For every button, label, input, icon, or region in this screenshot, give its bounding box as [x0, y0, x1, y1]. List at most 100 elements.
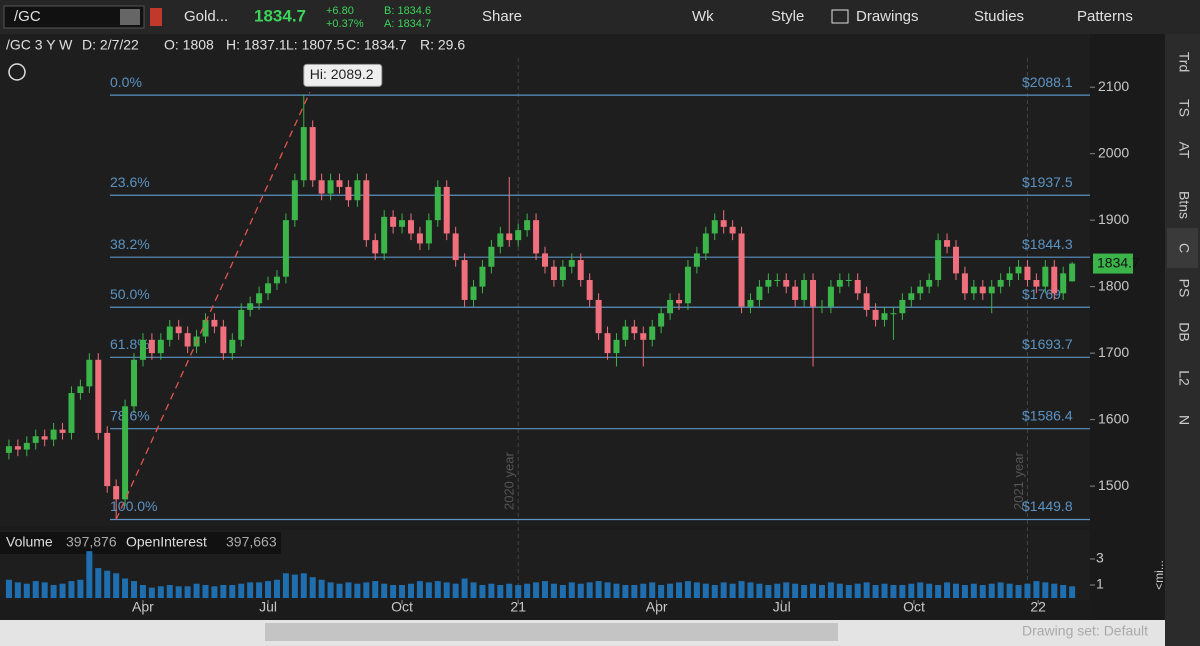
candle-body: [273, 276, 280, 284]
volume-bar: [327, 582, 334, 598]
candle-body: [756, 286, 763, 300]
fib-price: $1449.8: [1022, 498, 1073, 514]
info-field: C: 1834.7: [346, 37, 407, 53]
candle-body: [336, 180, 343, 187]
aggregation-button[interactable]: Wk: [692, 8, 714, 25]
volume-bar: [354, 583, 361, 598]
volume-bar: [407, 583, 414, 598]
candle-body: [139, 339, 146, 360]
volume-bar: [524, 583, 531, 598]
volume-bar: [166, 585, 173, 598]
symbol-box[interactable]: [3, 5, 145, 29]
candle-body: [282, 220, 289, 277]
candle-body: [497, 233, 504, 247]
volume-bar: [202, 585, 209, 598]
volume-bar: [122, 578, 129, 598]
candle-body: [595, 299, 602, 334]
candle-body: [1033, 280, 1040, 287]
candle-body: [390, 216, 397, 227]
sidebar-tab: DB: [1176, 322, 1192, 341]
candle-body: [952, 246, 959, 274]
candle-body: [970, 286, 977, 294]
volume-bar: [997, 582, 1004, 598]
volume-bar: [273, 579, 280, 598]
alert-icon: [150, 8, 162, 26]
candle-body: [792, 286, 799, 300]
volume-bar: [792, 583, 799, 598]
volume-bar: [711, 585, 718, 598]
x-tick-label: Apr: [646, 599, 668, 615]
volume-bar: [622, 585, 629, 598]
candle-body: [50, 429, 57, 440]
volume-bar: [640, 583, 647, 598]
volume-tick-label: 3: [1096, 550, 1104, 566]
volume-bar: [979, 585, 986, 598]
candle-body: [488, 246, 495, 267]
volume-header-bg: [0, 532, 281, 554]
volume-bar: [131, 581, 138, 598]
y-tick-label: 1900: [1098, 211, 1129, 227]
volume-bar: [765, 585, 772, 598]
volume-bar: [890, 585, 897, 598]
sidebar: [1165, 34, 1200, 646]
volume-bar: [113, 573, 120, 598]
candle-body: [801, 280, 808, 300]
studies-button[interactable]: Studies: [974, 8, 1024, 25]
volume-bar: [470, 582, 477, 598]
candle-body: [381, 216, 388, 254]
name: Gold...: [184, 8, 228, 25]
volume-bar: [684, 581, 691, 598]
volume-bar: [479, 585, 486, 598]
fib-ratio: 100.0%: [110, 498, 157, 514]
candle-body: [506, 233, 513, 241]
volume-bar: [1024, 583, 1031, 598]
x-tick-label: 22: [1030, 599, 1046, 615]
drawings-button[interactable]: Drawings: [856, 8, 919, 25]
candle-body: [622, 326, 629, 340]
volume-bar: [300, 573, 307, 598]
sidebar-tab: AT: [1176, 142, 1192, 159]
candle-body: [944, 240, 951, 247]
volume-bar: [720, 582, 727, 598]
volume-bar: [77, 579, 84, 598]
volume-bar: [810, 583, 817, 598]
candle-body: [425, 220, 432, 244]
fib-price: $1586.4: [1022, 407, 1073, 423]
candle-body: [836, 280, 843, 287]
volume-bar: [1006, 583, 1013, 598]
volume-bar: [756, 583, 763, 598]
candle-body: [5, 446, 12, 453]
patterns-button[interactable]: Patterns: [1077, 8, 1133, 25]
fib-ratio: 50.0%: [110, 286, 150, 302]
volume-bar: [229, 585, 236, 598]
candle-body: [77, 386, 84, 394]
volume-bar: [1015, 585, 1022, 598]
volume-bar: [1051, 583, 1058, 598]
volume-bar: [693, 582, 700, 598]
candle-body: [1024, 266, 1031, 280]
drawing-set[interactable]: Drawing set: Default: [1022, 623, 1148, 639]
volume-bar: [488, 583, 495, 598]
volume-bar: [148, 587, 155, 598]
volume-bar: [309, 577, 316, 598]
volume-bar: [1042, 582, 1049, 598]
share-button[interactable]: Share: [482, 8, 522, 25]
style-button[interactable]: Style: [771, 8, 804, 25]
volume-bar: [961, 585, 968, 598]
info-icon[interactable]: [8, 63, 26, 81]
candle-body: [935, 240, 942, 280]
candle-body: [845, 280, 852, 281]
candle-body: [23, 442, 30, 450]
scroll-thumb[interactable]: [265, 623, 838, 641]
y-tick-label: 2000: [1098, 144, 1129, 160]
sidebar-tab: C: [1176, 243, 1192, 253]
dropdown[interactable]: [120, 9, 140, 25]
volume-bar: [595, 581, 602, 598]
candle-body: [14, 446, 21, 450]
candle-body: [640, 333, 647, 340]
volume-bar: [818, 585, 825, 598]
volume-label: Volume: [6, 534, 53, 550]
info-field: L: 1807.5: [286, 37, 345, 53]
volume-bar: [667, 583, 674, 598]
candle-body: [908, 293, 915, 300]
